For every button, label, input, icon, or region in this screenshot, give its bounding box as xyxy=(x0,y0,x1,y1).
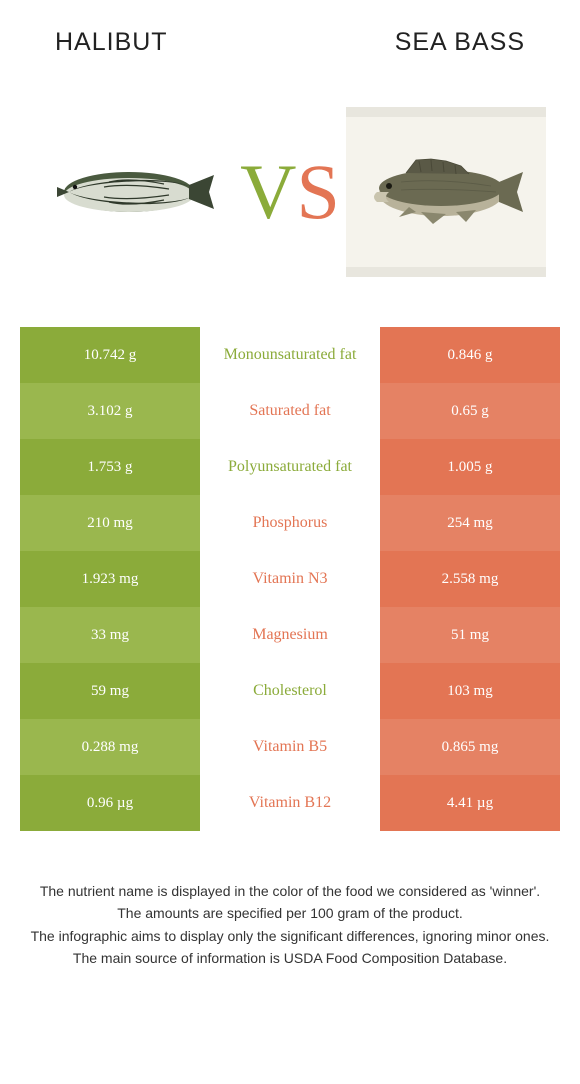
right-value: 4.41 µg xyxy=(380,775,560,831)
left-value: 1.753 g xyxy=(20,439,200,495)
nutrient-label: Cholesterol xyxy=(200,663,380,719)
left-value: 33 mg xyxy=(20,607,200,663)
nutrient-label: Vitamin B5 xyxy=(200,719,380,775)
left-value: 0.288 mg xyxy=(20,719,200,775)
header: HALIBUT SEA BASS xyxy=(0,0,580,67)
right-value: 0.865 mg xyxy=(380,719,560,775)
hero-row: VS xyxy=(0,67,580,327)
nutrient-label: Vitamin N3 xyxy=(200,551,380,607)
footer-notes: The nutrient name is displayed in the co… xyxy=(0,831,580,968)
note-line-2: The amounts are specified per 100 gram o… xyxy=(24,903,556,923)
halibut-icon xyxy=(49,157,219,227)
seabass-image xyxy=(346,107,546,277)
note-line-3: The infographic aims to display only the… xyxy=(24,926,556,946)
left-value: 10.742 g xyxy=(20,327,200,383)
left-value: 59 mg xyxy=(20,663,200,719)
vs-label: VS xyxy=(234,153,346,231)
left-value: 3.102 g xyxy=(20,383,200,439)
right-value: 51 mg xyxy=(380,607,560,663)
vs-v: V xyxy=(240,148,296,235)
table-row: 0.96 µgVitamin B124.41 µg xyxy=(20,775,560,831)
comparison-table: 10.742 gMonounsaturated fat0.846 g3.102 … xyxy=(20,327,560,831)
table-row: 1.923 mgVitamin N32.558 mg xyxy=(20,551,560,607)
right-value: 103 mg xyxy=(380,663,560,719)
nutrient-label: Magnesium xyxy=(200,607,380,663)
nutrient-label: Monounsaturated fat xyxy=(200,327,380,383)
table-row: 10.742 gMonounsaturated fat0.846 g xyxy=(20,327,560,383)
note-line-4: The main source of information is USDA F… xyxy=(24,948,556,968)
table-row: 3.102 gSaturated fat0.65 g xyxy=(20,383,560,439)
right-value: 1.005 g xyxy=(380,439,560,495)
halibut-image xyxy=(34,107,234,277)
table-row: 59 mgCholesterol103 mg xyxy=(20,663,560,719)
right-value: 0.846 g xyxy=(380,327,560,383)
left-value: 210 mg xyxy=(20,495,200,551)
nutrient-label: Saturated fat xyxy=(200,383,380,439)
left-food-title: HALIBUT xyxy=(55,28,168,57)
right-value: 2.558 mg xyxy=(380,551,560,607)
nutrient-label: Polyunsaturated fat xyxy=(200,439,380,495)
table-row: 1.753 gPolyunsaturated fat1.005 g xyxy=(20,439,560,495)
nutrient-label: Vitamin B12 xyxy=(200,775,380,831)
table-row: 210 mgPhosphorus254 mg xyxy=(20,495,560,551)
seabass-icon xyxy=(361,152,531,232)
right-food-title: SEA BASS xyxy=(395,28,525,57)
table-row: 0.288 mgVitamin B50.865 mg xyxy=(20,719,560,775)
nutrient-label: Phosphorus xyxy=(200,495,380,551)
table-row: 33 mgMagnesium51 mg xyxy=(20,607,560,663)
right-value: 254 mg xyxy=(380,495,560,551)
note-line-1: The nutrient name is displayed in the co… xyxy=(24,881,556,901)
left-value: 0.96 µg xyxy=(20,775,200,831)
vs-s: S xyxy=(296,148,339,235)
right-value: 0.65 g xyxy=(380,383,560,439)
left-value: 1.923 mg xyxy=(20,551,200,607)
